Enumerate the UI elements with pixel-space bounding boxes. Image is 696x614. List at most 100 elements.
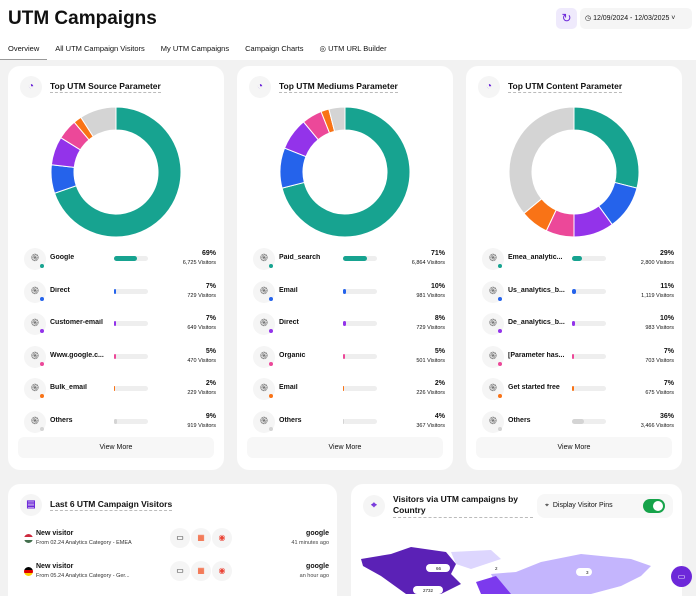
progress-bar — [572, 256, 606, 261]
row-percent: 2% — [205, 380, 216, 387]
row-visitors: 6,864 Visitors — [411, 260, 445, 266]
tab-overview[interactable]: Overview — [0, 40, 48, 60]
donut-slice[interactable] — [281, 106, 411, 238]
card-title: Top UTM Mediums Parameter — [279, 81, 398, 93]
row-percent: 5% — [205, 347, 216, 355]
legend-dot — [40, 394, 44, 398]
row-visitors: 1,119 Visitors — [641, 292, 674, 299]
map-pin: 66 — [436, 566, 442, 571]
progress-bar — [572, 321, 606, 326]
refresh-icon: ↻ — [561, 11, 572, 25]
tab-url-builder[interactable]: ◎ UTM URL Builder — [311, 40, 394, 60]
parameter-row[interactable]: ֍ Emea_analytic... 29% 2,800 Visitors — [482, 248, 674, 272]
donut-slice[interactable] — [573, 106, 640, 189]
card-title: Top UTM Source Parameter — [50, 81, 161, 93]
date-range-picker[interactable]: ◷ 12/09/2024 - 12/03/2025 ˅ — [580, 8, 692, 29]
parameter-row[interactable]: ֍ Us_analytics_b... 11% 1,119 Visitors — [482, 280, 674, 305]
row-visitors: 229 Visitors — [187, 390, 216, 396]
tab-campaign-charts[interactable]: Campaign Charts — [245, 44, 304, 53]
donut-chart — [279, 106, 411, 238]
view-more-button[interactable]: View More — [247, 437, 443, 458]
parameter-row[interactable]: ֍ [Parameter has... 7% 703 Visitors — [482, 345, 674, 370]
chrome-icon: ◉ — [212, 528, 232, 548]
row-percent: 8% — [434, 315, 445, 322]
parameter-row[interactable]: ֍ Bulk_email 2% 229 Visitors — [24, 378, 216, 402]
legend-dot — [40, 264, 44, 268]
visitor-name: New visitor — [36, 530, 74, 537]
display-pins-toggle[interactable] — [643, 499, 665, 513]
legend-dot — [498, 394, 502, 398]
row-label: Us_analytics_b... — [508, 286, 565, 294]
map-north-america — [361, 547, 461, 594]
donut-slice[interactable] — [53, 106, 182, 238]
parameter-row[interactable]: ֍ Others 36% 3,466 Visitors — [482, 410, 674, 435]
progress-bar — [114, 418, 148, 424]
utm-parameter-card: ◔ Top UTM Content Parameter ֍ Emea_analyt… — [466, 66, 682, 470]
tab-all-visitors[interactable]: All UTM Campaign Visitors — [55, 44, 145, 53]
pins-label: Display Visitor Pins — [552, 502, 613, 509]
legend-dot — [269, 426, 273, 431]
refresh-button[interactable]: ↻ — [556, 8, 577, 29]
country-flag-icon — [24, 567, 33, 576]
row-percent: 36% — [659, 412, 674, 420]
row-percent: 7% — [205, 282, 216, 290]
view-more-button[interactable]: View More — [18, 437, 214, 458]
page-title: UTM Campaigns — [8, 8, 157, 29]
visitor-row[interactable]: New visitor From 05.24 Analytics Categor… — [24, 561, 329, 589]
legend-dot — [40, 329, 44, 333]
visitor-time: an hour ago — [299, 573, 329, 579]
parameter-row[interactable]: ֍ Get started free 7% 675 Visitors — [482, 378, 674, 402]
row-label: Organic — [279, 351, 306, 359]
parameter-row[interactable]: ֍ Customer-email 7% 649 Visitors — [24, 313, 216, 337]
legend-dot — [498, 426, 502, 431]
donut-chart — [50, 106, 182, 238]
map-pin-icon: ⌖ — [363, 495, 385, 517]
visitor-source: google — [306, 530, 329, 537]
parameter-row[interactable]: ֍ Others 9% 919 Visitors — [24, 410, 216, 435]
parameter-row[interactable]: ֍ Email 10% 981 Visitors — [253, 280, 445, 305]
row-label: Email — [279, 286, 298, 294]
utm-parameter-card: ◔ Top UTM Mediums Parameter ֍ Paid_search… — [237, 66, 453, 470]
row-label: Email — [279, 384, 298, 391]
parameter-row[interactable]: ֍ De_analytics_b... 10% 983 Visitors — [482, 313, 674, 337]
progress-bar — [114, 256, 148, 261]
row-visitors: 3,466 Visitors — [640, 422, 674, 429]
parameter-row[interactable]: ֍ Www.google.c... 5% 470 Visitors — [24, 345, 216, 370]
chat-icon: ▭ — [677, 572, 686, 581]
donut-slice[interactable] — [328, 106, 346, 132]
legend-dot — [40, 426, 44, 431]
parameter-row[interactable]: ֍ Paid_search 71% 6,864 Visitors — [253, 248, 445, 272]
row-percent: 2% — [434, 380, 445, 387]
view-more-button[interactable]: View More — [476, 437, 672, 458]
map-greenland — [451, 550, 501, 569]
row-label: Google — [50, 254, 75, 261]
row-visitors: 729 Visitors — [187, 292, 216, 299]
row-visitors: 501 Visitors — [416, 357, 445, 364]
chart-icon: ◔ — [20, 76, 42, 98]
parameter-row[interactable]: ֍ Direct 7% 729 Visitors — [24, 280, 216, 305]
donut-slice[interactable] — [508, 106, 575, 215]
tab-my-campaigns[interactable]: My UTM Campaigns — [160, 44, 230, 53]
progress-bar — [572, 386, 606, 391]
parameter-row[interactable]: ֍ Others 4% 367 Visitors — [253, 410, 445, 435]
chart-icon: ◔ — [478, 76, 500, 98]
chat-button[interactable]: ▭ — [671, 566, 692, 587]
parameter-row[interactable]: ֍ Organic 5% 501 Visitors — [253, 345, 445, 370]
row-label: Others — [508, 416, 531, 424]
parameter-row[interactable]: ֍ Google 69% 6,725 Visitors — [24, 248, 216, 272]
parameter-row[interactable]: ֍ Direct 8% 729 Visitors — [253, 313, 445, 337]
row-visitors: 470 Visitors — [187, 357, 216, 364]
donut-slice[interactable] — [80, 106, 117, 138]
windows-icon: ▦ — [191, 561, 211, 581]
map-pin: 3 — [586, 570, 589, 575]
visitor-row[interactable]: New visitor From 02.24 Analytics Categor… — [24, 528, 329, 556]
row-percent: 7% — [663, 380, 674, 387]
parameter-row[interactable]: ֍ Email 2% 226 Visitors — [253, 378, 445, 402]
progress-bar — [114, 386, 148, 391]
world-map[interactable]: 66 2732 2 3 — [351, 514, 682, 594]
row-label: Emea_analytic... — [508, 254, 563, 261]
legend-dot — [40, 361, 44, 366]
windows-icon: ▦ — [191, 528, 211, 548]
chart-icon: ◔ — [249, 76, 271, 98]
tab-label: UTM URL Builder — [328, 44, 387, 53]
